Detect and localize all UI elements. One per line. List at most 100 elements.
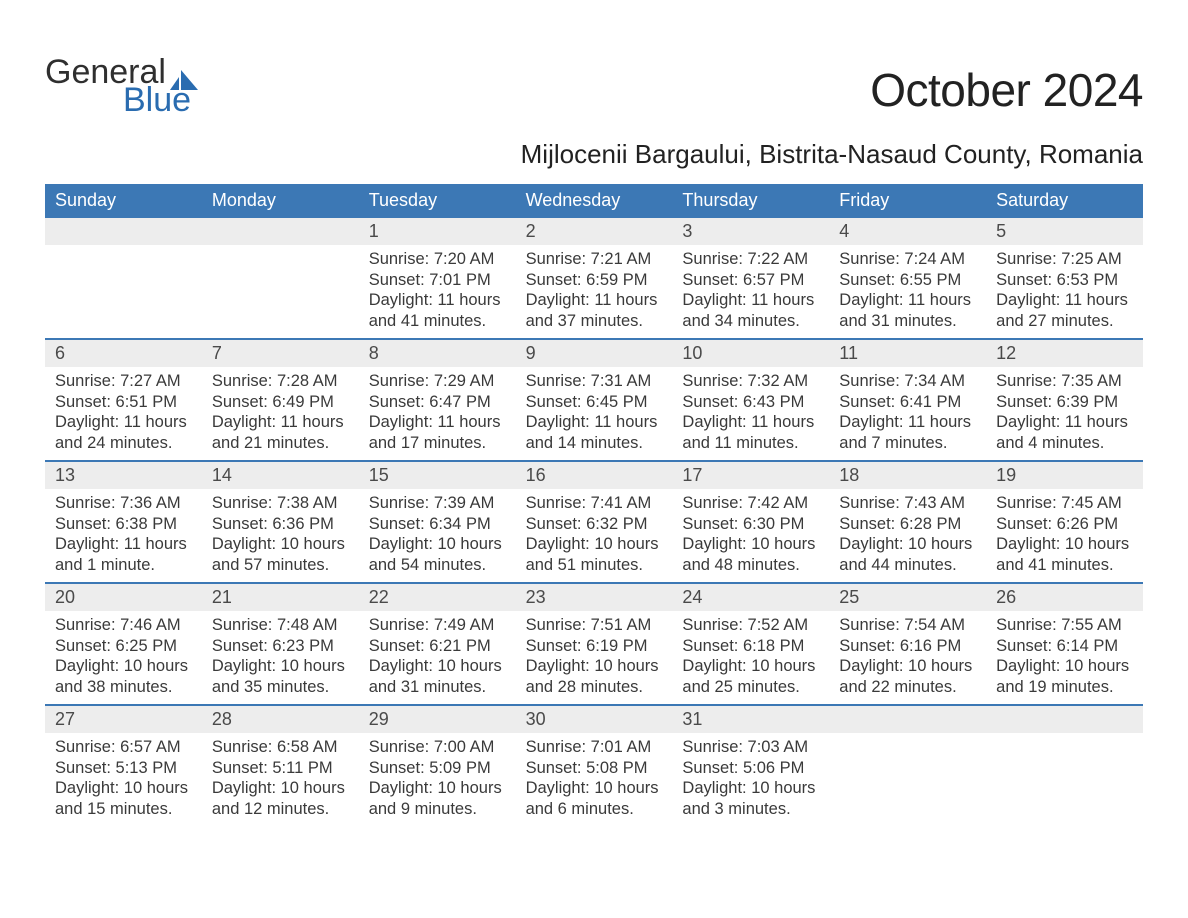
day-number	[202, 218, 359, 245]
calendar-day: 26Sunrise: 7:55 AMSunset: 6:14 PMDayligh…	[986, 584, 1143, 704]
logo-text-blue: Blue	[123, 83, 198, 117]
day-line: Sunset: 6:30 PM	[682, 514, 819, 535]
day-line: Sunset: 6:19 PM	[526, 636, 663, 657]
day-line: Sunset: 5:08 PM	[526, 758, 663, 779]
calendar-day: 22Sunrise: 7:49 AMSunset: 6:21 PMDayligh…	[359, 584, 516, 704]
calendar-day: 12Sunrise: 7:35 AMSunset: 6:39 PMDayligh…	[986, 340, 1143, 460]
calendar-week: 1Sunrise: 7:20 AMSunset: 7:01 PMDaylight…	[45, 218, 1143, 338]
day-line: Daylight: 11 hours and 41 minutes.	[369, 290, 506, 331]
calendar-day: 13Sunrise: 7:36 AMSunset: 6:38 PMDayligh…	[45, 462, 202, 582]
day-line: Sunset: 5:09 PM	[369, 758, 506, 779]
day-line: Daylight: 11 hours and 17 minutes.	[369, 412, 506, 453]
day-line: Daylight: 11 hours and 27 minutes.	[996, 290, 1133, 331]
calendar-day: 30Sunrise: 7:01 AMSunset: 5:08 PMDayligh…	[516, 706, 673, 826]
day-number	[829, 706, 986, 733]
calendar-header-cell: Thursday	[672, 184, 829, 218]
day-body: Sunrise: 7:03 AMSunset: 5:06 PMDaylight:…	[672, 733, 829, 824]
day-number: 31	[672, 706, 829, 733]
location-text: Mijlocenii Bargaului, Bistrita-Nasaud Co…	[45, 139, 1143, 170]
day-line: Daylight: 11 hours and 21 minutes.	[212, 412, 349, 453]
day-body: Sunrise: 7:01 AMSunset: 5:08 PMDaylight:…	[516, 733, 673, 824]
day-body: Sunrise: 7:00 AMSunset: 5:09 PMDaylight:…	[359, 733, 516, 824]
day-line: Sunset: 6:25 PM	[55, 636, 192, 657]
day-body: Sunrise: 7:46 AMSunset: 6:25 PMDaylight:…	[45, 611, 202, 702]
day-line: Sunset: 6:39 PM	[996, 392, 1133, 413]
day-line: Sunset: 6:57 PM	[682, 270, 819, 291]
day-body	[986, 733, 1143, 741]
calendar-day: 6Sunrise: 7:27 AMSunset: 6:51 PMDaylight…	[45, 340, 202, 460]
day-line: Daylight: 10 hours and 22 minutes.	[839, 656, 976, 697]
day-line: Sunset: 6:18 PM	[682, 636, 819, 657]
day-line: Daylight: 11 hours and 11 minutes.	[682, 412, 819, 453]
day-number: 25	[829, 584, 986, 611]
day-body: Sunrise: 7:49 AMSunset: 6:21 PMDaylight:…	[359, 611, 516, 702]
calendar-day	[986, 706, 1143, 826]
day-number: 6	[45, 340, 202, 367]
day-line: Sunrise: 7:22 AM	[682, 249, 819, 270]
day-line: Sunrise: 7:34 AM	[839, 371, 976, 392]
day-line: Sunrise: 7:03 AM	[682, 737, 819, 758]
day-line: Sunrise: 7:32 AM	[682, 371, 819, 392]
day-line: Sunset: 6:43 PM	[682, 392, 819, 413]
day-number: 28	[202, 706, 359, 733]
day-line: Sunrise: 7:42 AM	[682, 493, 819, 514]
calendar-day: 29Sunrise: 7:00 AMSunset: 5:09 PMDayligh…	[359, 706, 516, 826]
day-number: 8	[359, 340, 516, 367]
day-line: Sunset: 6:34 PM	[369, 514, 506, 535]
day-body: Sunrise: 7:43 AMSunset: 6:28 PMDaylight:…	[829, 489, 986, 580]
calendar-header-cell: Monday	[202, 184, 359, 218]
calendar-day: 17Sunrise: 7:42 AMSunset: 6:30 PMDayligh…	[672, 462, 829, 582]
month-title: October 2024	[870, 63, 1143, 117]
calendar-day: 28Sunrise: 6:58 AMSunset: 5:11 PMDayligh…	[202, 706, 359, 826]
day-number: 14	[202, 462, 359, 489]
day-line: Sunrise: 7:01 AM	[526, 737, 663, 758]
day-line: Sunrise: 7:24 AM	[839, 249, 976, 270]
day-line: Sunset: 6:36 PM	[212, 514, 349, 535]
day-body: Sunrise: 7:48 AMSunset: 6:23 PMDaylight:…	[202, 611, 359, 702]
day-line: Sunset: 5:06 PM	[682, 758, 819, 779]
day-line: Sunrise: 7:28 AM	[212, 371, 349, 392]
day-line: Sunrise: 7:21 AM	[526, 249, 663, 270]
day-line: Sunrise: 7:20 AM	[369, 249, 506, 270]
calendar-day: 4Sunrise: 7:24 AMSunset: 6:55 PMDaylight…	[829, 218, 986, 338]
calendar-day	[202, 218, 359, 338]
calendar-week: 20Sunrise: 7:46 AMSunset: 6:25 PMDayligh…	[45, 582, 1143, 704]
day-line: Sunrise: 7:46 AM	[55, 615, 192, 636]
day-line: Sunset: 6:45 PM	[526, 392, 663, 413]
calendar-day: 19Sunrise: 7:45 AMSunset: 6:26 PMDayligh…	[986, 462, 1143, 582]
calendar-day: 18Sunrise: 7:43 AMSunset: 6:28 PMDayligh…	[829, 462, 986, 582]
calendar-header-cell: Friday	[829, 184, 986, 218]
day-line: Daylight: 10 hours and 19 minutes.	[996, 656, 1133, 697]
day-number: 3	[672, 218, 829, 245]
day-line: Sunrise: 7:00 AM	[369, 737, 506, 758]
day-body	[202, 245, 359, 253]
logo: General Blue	[45, 55, 198, 117]
day-line: Daylight: 10 hours and 44 minutes.	[839, 534, 976, 575]
day-body: Sunrise: 7:35 AMSunset: 6:39 PMDaylight:…	[986, 367, 1143, 458]
day-number: 5	[986, 218, 1143, 245]
day-body: Sunrise: 7:51 AMSunset: 6:19 PMDaylight:…	[516, 611, 673, 702]
day-number: 7	[202, 340, 359, 367]
day-number: 12	[986, 340, 1143, 367]
calendar-day: 2Sunrise: 7:21 AMSunset: 6:59 PMDaylight…	[516, 218, 673, 338]
day-number: 20	[45, 584, 202, 611]
day-number: 18	[829, 462, 986, 489]
day-number	[45, 218, 202, 245]
day-line: Daylight: 11 hours and 14 minutes.	[526, 412, 663, 453]
calendar-day: 15Sunrise: 7:39 AMSunset: 6:34 PMDayligh…	[359, 462, 516, 582]
day-line: Daylight: 10 hours and 28 minutes.	[526, 656, 663, 697]
day-number: 4	[829, 218, 986, 245]
calendar-day: 7Sunrise: 7:28 AMSunset: 6:49 PMDaylight…	[202, 340, 359, 460]
day-number: 16	[516, 462, 673, 489]
day-body: Sunrise: 7:54 AMSunset: 6:16 PMDaylight:…	[829, 611, 986, 702]
day-line: Daylight: 10 hours and 51 minutes.	[526, 534, 663, 575]
day-body: Sunrise: 7:52 AMSunset: 6:18 PMDaylight:…	[672, 611, 829, 702]
day-line: Sunrise: 7:48 AM	[212, 615, 349, 636]
day-number	[986, 706, 1143, 733]
day-line: Daylight: 11 hours and 7 minutes.	[839, 412, 976, 453]
day-line: Sunset: 5:11 PM	[212, 758, 349, 779]
day-line: Sunset: 6:41 PM	[839, 392, 976, 413]
day-body: Sunrise: 7:45 AMSunset: 6:26 PMDaylight:…	[986, 489, 1143, 580]
day-body	[45, 245, 202, 253]
day-number: 23	[516, 584, 673, 611]
